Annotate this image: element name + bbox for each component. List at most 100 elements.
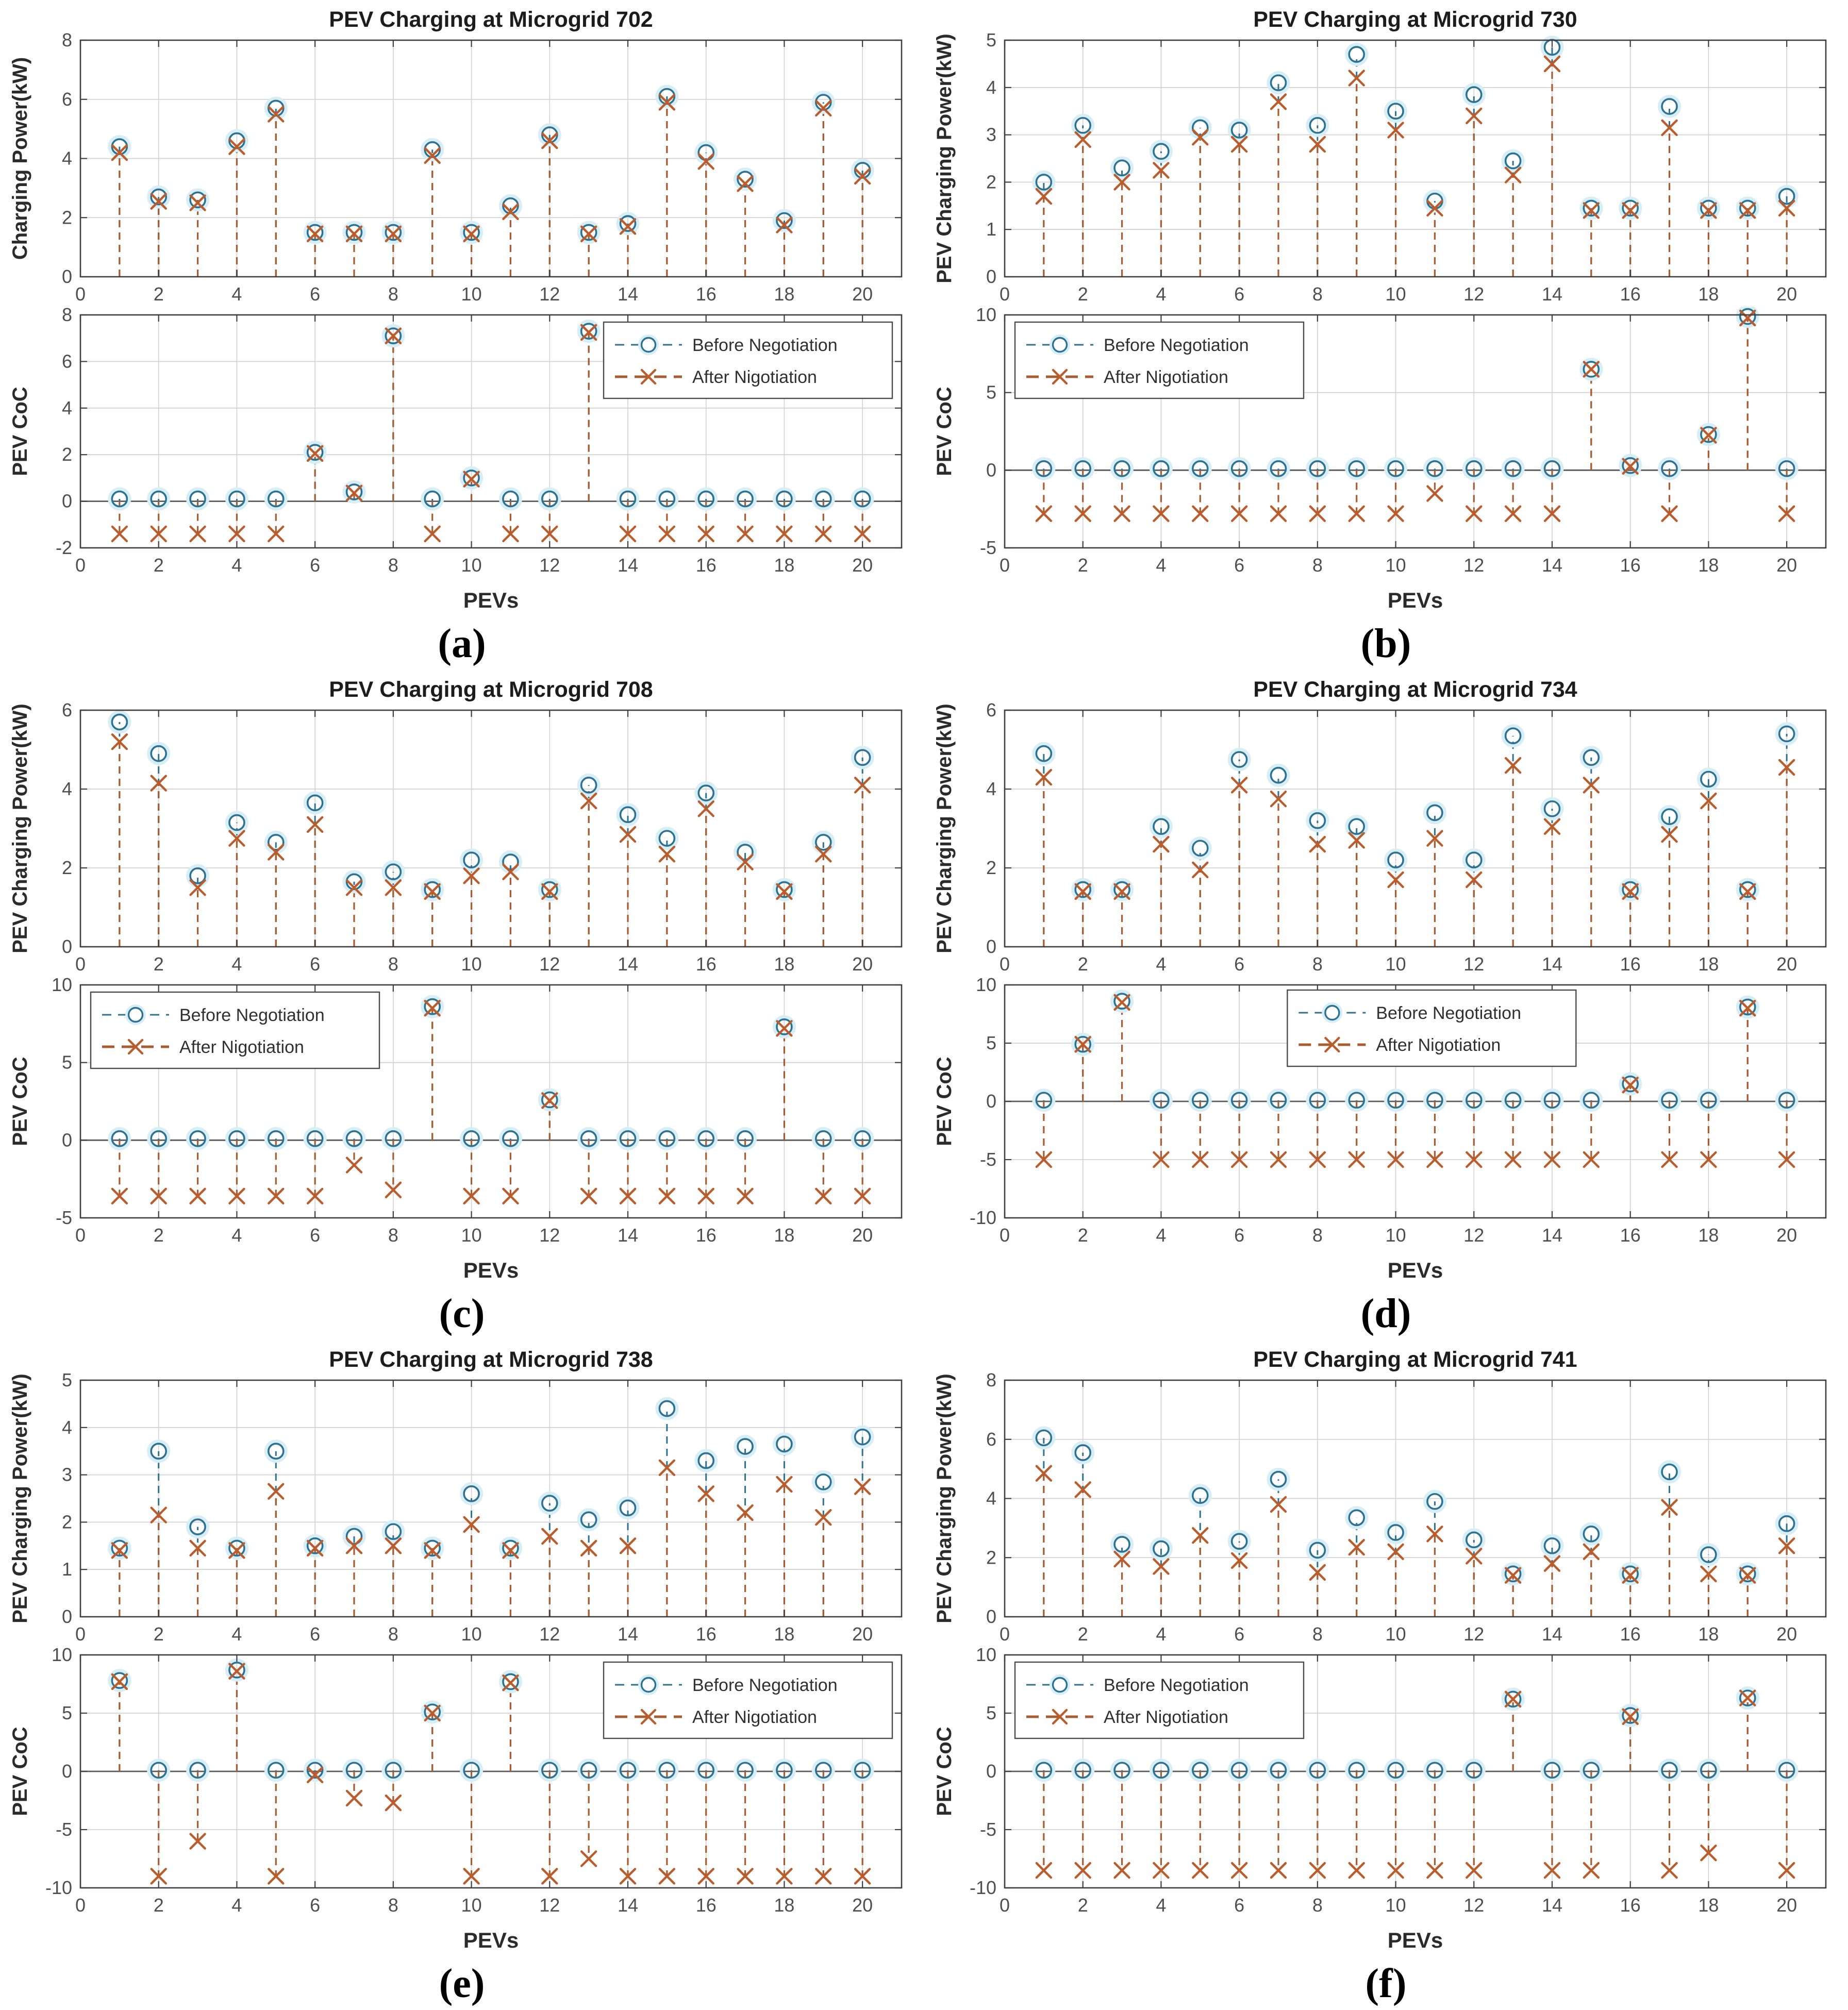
x-axis-label: PEVs bbox=[463, 588, 519, 612]
svg-text:0: 0 bbox=[75, 953, 86, 975]
caption-b: (b) bbox=[1360, 621, 1411, 666]
chart-d-top: 0 2 4 6 8 10 12 14 16 18 20 0 2 4 6 PEV Charging at Mic… bbox=[933, 677, 1826, 975]
svg-text:8: 8 bbox=[1312, 283, 1322, 305]
svg-text:18: 18 bbox=[774, 953, 794, 975]
svg-text:10: 10 bbox=[1385, 283, 1406, 305]
svg-text:6: 6 bbox=[1234, 1225, 1244, 1246]
svg-text:16: 16 bbox=[696, 953, 717, 975]
panel-d: 0 2 4 6 8 10 12 14 16 18 20 0 2 4 6 PEV Charging at Mic… bbox=[924, 670, 1848, 1340]
svg-text:5: 5 bbox=[986, 1702, 996, 1723]
svg-text:0: 0 bbox=[75, 555, 86, 576]
axis-box bbox=[1004, 314, 1826, 549]
markers-before bbox=[108, 320, 874, 511]
markers-after bbox=[1035, 309, 1795, 522]
svg-text:12: 12 bbox=[1463, 283, 1484, 305]
y-axis-label: PEV CoC bbox=[933, 1057, 956, 1146]
svg-text:1: 1 bbox=[986, 219, 996, 240]
axis-box bbox=[79, 1379, 903, 1618]
svg-text:20: 20 bbox=[852, 1895, 873, 1916]
svg-text:10: 10 bbox=[461, 283, 482, 305]
svg-text:0: 0 bbox=[986, 1761, 996, 1782]
svg-text:0: 0 bbox=[999, 1895, 1009, 1916]
markers-before bbox=[108, 1658, 874, 1782]
stems-after bbox=[1042, 765, 1788, 947]
tick-marks bbox=[79, 1379, 902, 1618]
svg-text:0: 0 bbox=[999, 555, 1009, 576]
svg-text:4: 4 bbox=[62, 397, 72, 418]
svg-text:16: 16 bbox=[1620, 953, 1640, 975]
svg-text:4: 4 bbox=[231, 1895, 242, 1916]
chart-a-top: 0 2 4 6 8 10 12 14 16 18 20 0 2 4 6 8 PEV Charging at Mi… bbox=[9, 7, 903, 305]
svg-text:16: 16 bbox=[1620, 1225, 1640, 1246]
svg-text:14: 14 bbox=[618, 555, 638, 576]
stems-after bbox=[1042, 1002, 1788, 1160]
svg-text:6: 6 bbox=[62, 699, 72, 721]
svg-text:6: 6 bbox=[1234, 953, 1244, 975]
chart-title: PEV Charging at Microgrid 702 bbox=[329, 7, 653, 32]
legend-label-after: After Nigotiation bbox=[692, 367, 817, 387]
markers-after bbox=[1035, 757, 1795, 900]
tick-labels: 0 2 4 6 8 10 12 14 16 18 20 -10 -5 0 5 10 bbox=[969, 1647, 1796, 1916]
svg-text:14: 14 bbox=[618, 953, 638, 975]
svg-text:2: 2 bbox=[62, 207, 72, 228]
svg-text:8: 8 bbox=[1312, 555, 1322, 576]
stems-after bbox=[119, 332, 863, 534]
svg-text:10: 10 bbox=[461, 555, 482, 576]
svg-text:2: 2 bbox=[1077, 555, 1088, 576]
svg-text:0: 0 bbox=[999, 953, 1009, 975]
svg-text:20: 20 bbox=[1776, 1623, 1797, 1645]
svg-text:8: 8 bbox=[388, 283, 398, 305]
y-axis-label: PEV CoC bbox=[933, 387, 956, 476]
tick-marks bbox=[79, 39, 902, 278]
svg-text:12: 12 bbox=[539, 283, 560, 305]
svg-text:3: 3 bbox=[986, 124, 996, 145]
svg-text:20: 20 bbox=[1776, 283, 1797, 305]
svg-text:8: 8 bbox=[62, 29, 72, 51]
caption-f: (f) bbox=[1365, 1961, 1407, 2006]
svg-text:10: 10 bbox=[1385, 1225, 1406, 1246]
tick-marks bbox=[1004, 709, 1826, 948]
svg-text:18: 18 bbox=[1698, 1895, 1719, 1916]
svg-text:10: 10 bbox=[52, 977, 72, 995]
svg-text:0: 0 bbox=[986, 1606, 996, 1627]
svg-text:16: 16 bbox=[696, 1623, 717, 1645]
svg-text:4: 4 bbox=[1156, 1895, 1166, 1916]
svg-text:16: 16 bbox=[696, 555, 717, 576]
legend-label-after: After Nigotiation bbox=[179, 1037, 304, 1057]
svg-text:20: 20 bbox=[1776, 953, 1797, 975]
svg-text:2: 2 bbox=[62, 857, 72, 878]
svg-text:8: 8 bbox=[388, 555, 398, 576]
stems-after bbox=[119, 742, 863, 947]
svg-text:-5: -5 bbox=[56, 1207, 72, 1228]
legend-label-before: Before Negotiation bbox=[692, 1676, 838, 1695]
svg-text:20: 20 bbox=[852, 283, 873, 305]
svg-text:10: 10 bbox=[461, 1895, 482, 1916]
markers-after bbox=[1035, 1465, 1795, 1584]
svg-text:10: 10 bbox=[461, 953, 482, 975]
tick-labels: 0 2 4 6 8 10 12 14 16 18 20 0 2 4 6 8 bbox=[62, 29, 873, 305]
svg-text:5: 5 bbox=[986, 1032, 996, 1053]
svg-text:18: 18 bbox=[1698, 953, 1719, 975]
svg-text:0: 0 bbox=[75, 1623, 86, 1645]
svg-text:4: 4 bbox=[231, 555, 242, 576]
svg-text:6: 6 bbox=[1234, 555, 1244, 576]
svg-text:6: 6 bbox=[1234, 283, 1244, 305]
tick-marks bbox=[79, 709, 902, 948]
panel-e: 0 2 4 6 8 10 12 14 16 18 20 0 1 2 3 4 5 PEV Charging at M… bbox=[0, 1340, 924, 2010]
axis-box bbox=[1004, 39, 1826, 278]
svg-text:4: 4 bbox=[1156, 283, 1166, 305]
svg-text:0: 0 bbox=[62, 1606, 72, 1627]
svg-text:-5: -5 bbox=[979, 1819, 996, 1840]
svg-text:10: 10 bbox=[1385, 1895, 1406, 1916]
svg-text:8: 8 bbox=[1312, 953, 1322, 975]
svg-text:4: 4 bbox=[986, 1488, 996, 1509]
svg-text:16: 16 bbox=[1620, 555, 1640, 576]
legend-label-after: After Nigotiation bbox=[692, 1707, 817, 1727]
